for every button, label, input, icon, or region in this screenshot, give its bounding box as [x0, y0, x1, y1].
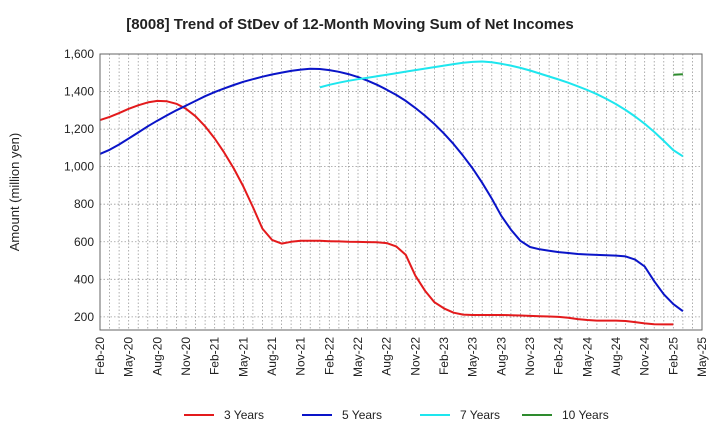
x-tick-label: May-24 — [580, 337, 594, 377]
x-tick-label: Feb-20 — [93, 337, 107, 375]
y-tick-label: 200 — [74, 310, 94, 324]
legend-label-7-years: 7 Years — [460, 408, 500, 422]
y-tick-label: 800 — [74, 197, 94, 211]
x-tick-label: Feb-25 — [666, 337, 680, 375]
x-tick-label: Nov-20 — [179, 337, 193, 376]
x-tick-label: May-20 — [122, 337, 136, 377]
x-tick-label: Aug-22 — [380, 337, 394, 376]
x-tick-label: Feb-21 — [208, 337, 222, 375]
y-tick-label: 1,600 — [64, 47, 94, 61]
grid — [100, 54, 702, 330]
y-tick-label: 1,400 — [64, 85, 94, 99]
x-tick-label: Aug-23 — [494, 337, 508, 376]
legend-label-3-years: 3 Years — [224, 408, 264, 422]
x-tick-label: Nov-23 — [523, 337, 537, 376]
legend-label-5-years: 5 Years — [342, 408, 382, 422]
x-tick-label: Nov-22 — [408, 337, 422, 376]
y-tick-label: 1,000 — [64, 160, 94, 174]
chart-title: [8008] Trend of StDev of 12-Month Moving… — [126, 16, 574, 33]
plot-frame — [100, 54, 702, 330]
legend-label-10-years: 10 Years — [562, 408, 609, 422]
x-tick-label: Feb-23 — [437, 337, 451, 375]
x-tick-label: Feb-22 — [322, 337, 336, 375]
y-axis-label: Amount (million yen) — [7, 133, 22, 252]
series-line-5-years — [100, 69, 683, 311]
x-tick-label: Aug-20 — [150, 337, 164, 376]
x-tick-label: Nov-21 — [294, 337, 308, 376]
legend: 3 Years 5 Years 7 Years 10 Years — [184, 408, 609, 422]
x-tick-label: Nov-24 — [638, 337, 652, 376]
y-tick-label: 600 — [74, 235, 94, 249]
x-tick-label: Aug-24 — [609, 337, 623, 376]
series-lines — [100, 62, 683, 325]
x-tick-label: May-23 — [466, 337, 480, 377]
x-tick-label: Feb-24 — [552, 337, 566, 375]
x-tick-label: May-25 — [695, 337, 709, 377]
x-tick-label: May-22 — [351, 337, 365, 377]
x-tick-label: Aug-21 — [265, 337, 279, 376]
x-tick-label: May-21 — [236, 337, 250, 377]
y-tick-label: 400 — [74, 272, 94, 286]
y-tick-label: 1,200 — [64, 122, 94, 136]
